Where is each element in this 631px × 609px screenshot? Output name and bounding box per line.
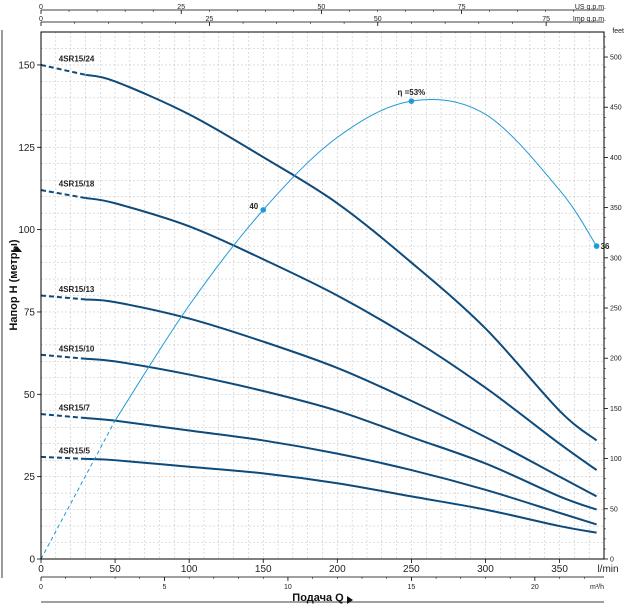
m3h-tick-label: 5	[163, 584, 167, 591]
us-gpm-tick-label: 50	[318, 4, 326, 11]
y-axis-arrow-icon	[12, 246, 22, 252]
x-tick-label: 300	[477, 564, 494, 575]
y-tick-label: 75	[24, 307, 36, 318]
series-label: 4SR15/7	[59, 404, 91, 413]
plot-frame	[1, 9, 605, 603]
us-gpm-unit-label: US g.p.m.	[575, 4, 606, 11]
feet-tick-label: 100	[610, 456, 622, 463]
efficiency-label: η =53%	[397, 88, 425, 97]
feet-unit-label: feet	[612, 28, 624, 35]
imp-gpm-tick-label: 25	[205, 16, 213, 23]
head-curve	[85, 73, 598, 442]
y-tick-label: 50	[24, 390, 36, 401]
efficiency-curve: 40 η =53% 36	[40, 88, 610, 560]
feet-tick-label: 150	[610, 406, 622, 413]
x-unit-label: l/min	[597, 564, 618, 575]
axis-titles: Напор H (метры) Подача Q	[8, 239, 353, 604]
imp-gpm-unit-label: Imp g.p.m.	[573, 16, 606, 23]
y-tick-label: 125	[18, 143, 35, 154]
feet-tick-label: 450	[610, 105, 622, 112]
y-axis-title: Напор H (метры)	[8, 239, 20, 330]
x-tick-label: 150	[255, 564, 272, 575]
m3h-tick-label: 15	[407, 584, 415, 591]
plot-border	[40, 31, 605, 560]
efficiency-label: 40	[249, 202, 258, 211]
feet-tick-label: 50	[610, 506, 618, 513]
efficiency-point	[260, 207, 267, 213]
head-curve	[85, 357, 597, 511]
head-curve-dashed	[40, 455, 86, 460]
feet-tick-label: 0	[610, 557, 614, 564]
us-gpm-tick-label: 0	[39, 4, 43, 11]
head-curves: 4SR15/24 4SR15/18 4SR15/13 4SR15/10 4SR15/7 4…	[40, 54, 598, 534]
y-tick-label: 100	[18, 225, 35, 236]
series-label: 4SR15/10	[59, 344, 95, 353]
x-tick-label: 350	[551, 564, 568, 575]
head-curve-dashed	[40, 294, 86, 301]
series-label: 4SR15/18	[59, 180, 95, 189]
efficiency-label: 36	[601, 242, 610, 251]
feet-tick-label: 200	[610, 356, 622, 363]
us-gpm-tick-label: 25	[177, 4, 185, 11]
head-curve-dashed	[40, 353, 86, 360]
y-tick-label: 0	[29, 555, 35, 566]
x-tick-label: 0	[38, 564, 44, 575]
x-tick-label: 50	[110, 564, 122, 575]
feet-tick-label: 350	[610, 205, 622, 212]
x-tick-label: 250	[403, 564, 420, 575]
x-tick-label: 200	[329, 564, 346, 575]
us-gpm-tick-label: 75	[458, 4, 466, 11]
x-tick-label: 100	[181, 564, 198, 575]
series-label: 4SR15/13	[59, 285, 95, 294]
feet-tick-label: 300	[610, 255, 622, 262]
efficiency-point	[408, 98, 415, 104]
grid	[41, 32, 604, 559]
x-axis-arrow-icon	[347, 596, 353, 604]
feet-tick-label: 250	[610, 306, 622, 313]
m3h-tick-label: 0	[39, 584, 43, 591]
imp-gpm-tick-label: 50	[374, 16, 382, 23]
imp-gpm-tick-label: 0	[39, 16, 43, 23]
efficiency-dashed	[40, 420, 116, 560]
head-curve-dashed	[40, 413, 86, 420]
x-axis-title: Подача Q	[292, 592, 344, 604]
m3h-unit-label: m³/h	[590, 584, 604, 591]
feet-tick-label: 400	[610, 155, 622, 162]
y-tick-label: 25	[24, 472, 36, 483]
feet-tick-label: 500	[610, 55, 622, 62]
head-curve	[85, 197, 598, 471]
axis-labels: 0255075100125150050100150200250300350400…	[18, 4, 624, 591]
efficiency-line	[114, 99, 598, 421]
head-curve	[85, 298, 598, 498]
head-curve	[85, 417, 597, 526]
efficiency-point	[593, 243, 600, 249]
m3h-tick-label: 20	[531, 584, 539, 591]
y-tick-label: 150	[18, 60, 35, 71]
head-curve-dashed	[40, 63, 86, 76]
imp-gpm-tick-label: 75	[542, 16, 550, 23]
head-curve	[85, 457, 597, 534]
series-label: 4SR15/5	[59, 446, 91, 455]
m3h-tick-label: 10	[284, 584, 292, 591]
series-label: 4SR15/24	[59, 54, 95, 63]
